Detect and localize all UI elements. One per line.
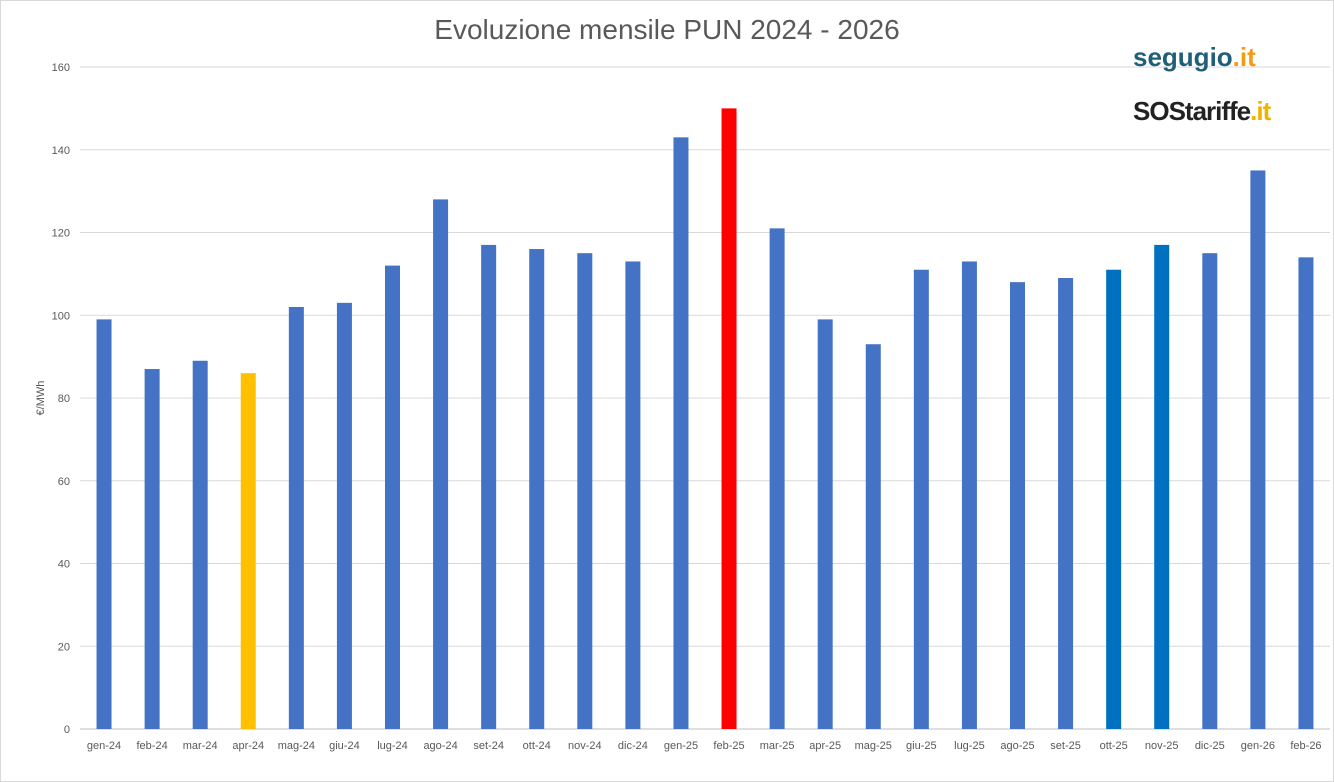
x-tick-label: dic-25 (1195, 740, 1225, 752)
y-tick-labels: 0 20 40 60 80 100 120 140 160 (52, 62, 70, 736)
y-tick-label: 120 (52, 228, 70, 240)
bar-nov-24 (577, 253, 593, 729)
bar-lug-25 (961, 261, 977, 729)
x-tick-label: lug-24 (377, 740, 408, 752)
y-tick-label: 160 (52, 62, 70, 74)
y-tick-label: 60 (58, 476, 70, 488)
sostariffe-logo: SOStariffe.it (1133, 96, 1271, 126)
x-tick-label: feb-24 (137, 740, 168, 752)
x-tick-label: ott-25 (1100, 740, 1128, 752)
bar-giu-24 (336, 302, 352, 729)
y-tick-label: 140 (52, 145, 70, 157)
bar-ago-24 (433, 199, 449, 729)
x-tick-label: mag-25 (855, 740, 892, 752)
bar-mag-24 (288, 306, 304, 729)
chart-title: Evoluzione mensile PUN 2024 - 2026 (434, 14, 900, 45)
bar-feb-25 (721, 108, 737, 729)
x-tick-label: apr-25 (809, 740, 841, 752)
bar-feb-26 (1298, 257, 1314, 729)
bar-ago-25 (1010, 282, 1025, 729)
x-tick-label: ago-25 (1000, 740, 1034, 752)
x-tick-label: gen-26 (1241, 740, 1275, 752)
bar-mar-24 (192, 360, 208, 729)
bar-gen-24 (96, 319, 112, 729)
gridlines (80, 66, 1330, 730)
x-tick-label: mag-24 (278, 740, 315, 752)
x-tick-label: feb-25 (713, 740, 744, 752)
x-tick-label: gen-24 (87, 740, 121, 752)
bar-dic-24 (625, 261, 641, 729)
x-tick-label: set-25 (1050, 740, 1081, 752)
bar-nov-25 (1154, 244, 1170, 729)
x-tick-label: dic-24 (618, 740, 648, 752)
bar-apr-24 (240, 373, 256, 729)
bar-ott-24 (529, 249, 545, 730)
y-tick-label: 0 (64, 724, 70, 736)
x-tick-label: ago-24 (423, 740, 457, 752)
bar-set-25 (1058, 278, 1074, 729)
x-tick-label: feb-26 (1290, 740, 1321, 752)
bar-mag-25 (865, 344, 881, 729)
bar-lug-24 (385, 265, 400, 729)
x-tick-label: mar-25 (760, 740, 795, 752)
y-axis-label: €/MWh (35, 381, 47, 416)
x-tick-label: set-24 (473, 740, 504, 752)
bar-set-24 (481, 244, 497, 729)
y-tick-label: 80 (58, 393, 70, 405)
y-tick-label: 20 (58, 641, 70, 653)
x-tick-label: ott-24 (523, 740, 551, 752)
x-tick-label: giu-25 (906, 740, 937, 752)
x-tick-label: lug-25 (954, 740, 985, 752)
x-tick-label: apr-24 (232, 740, 264, 752)
bar-giu-25 (913, 269, 929, 729)
x-tick-labels: gen-24 feb-24 mar-24 apr-24 mag-24 giu-24 lug-… (87, 740, 1322, 752)
bar-ott-25 (1106, 269, 1122, 729)
bar-feb-24 (144, 369, 160, 729)
bar-gen-25 (673, 137, 689, 729)
bar-mar-25 (769, 228, 785, 730)
bars (96, 108, 1314, 730)
x-tick-label: nov-24 (568, 740, 602, 752)
y-tick-label: 40 (58, 559, 70, 571)
bar-gen-26 (1250, 170, 1266, 729)
bar-apr-25 (817, 319, 833, 729)
y-tick-label: 100 (52, 310, 70, 322)
segugio-logo: segugio.it (1133, 42, 1256, 72)
bar-dic-25 (1202, 253, 1218, 729)
x-tick-label: nov-25 (1145, 740, 1179, 752)
x-tick-label: giu-24 (329, 740, 360, 752)
x-tick-label: gen-25 (664, 740, 698, 752)
x-tick-label: mar-24 (183, 740, 218, 752)
